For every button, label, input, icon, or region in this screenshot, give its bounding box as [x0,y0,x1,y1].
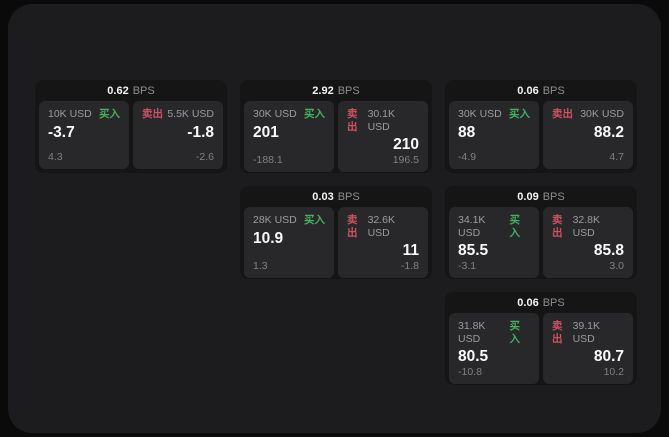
sell-price: 210 [393,136,419,154]
buy-delta: 1.3 [253,260,268,272]
sell-price: 80.7 [593,348,624,366]
card-header: 0.06 BPS [445,80,637,101]
sell-amount: 32.6K USD [367,214,396,239]
sell-amount: 30.1K USD [367,108,396,133]
sell-tag: 卖出 [347,108,358,133]
bps-spread-value: 0.06 [517,84,539,97]
sell-quote-panel[interactable]: 卖出 5.5K USD -1.8 -2.6 [133,101,223,169]
buy-amount: 31.8K USD [458,320,486,345]
card-header: 0.09 BPS [445,186,637,207]
sell-amount: 39.1K USD [572,320,601,345]
quotes-panel: 0.62 BPS 10K USD 买入 -3.7 4.3 卖出 5.5K USD [8,4,661,433]
sell-tag: 卖出 [347,214,358,239]
sell-amount: 32.8K USD [572,214,601,239]
buy-quote-panel[interactable]: 34.1K USD 买入 85.5 -3.1 [449,207,539,278]
quote-card-4: 0.03 BPS 28K USD 买入 10.9 1.3 卖出 32.6K US… [240,186,432,279]
buy-tag: 买入 [509,214,520,239]
quote-card-2: 2.92 BPS 30K USD 买入 201 -188.1 卖出 30.1K … [240,80,432,173]
buy-delta: -4.9 [458,151,477,163]
buy-price: 201 [253,123,279,141]
sell-delta: -2.6 [195,151,214,163]
sell-tag: 卖出 [552,108,573,120]
sell-price: -1.8 [187,123,214,141]
bps-spread-value: 0.06 [517,296,539,309]
quote-card-3: 0.06 BPS 30K USD 买入 88 -4.9 卖出 30K USD [445,80,637,173]
buy-amount: 30K USD [458,108,502,120]
buy-price: 88 [458,123,476,141]
quote-cards-grid: 0.62 BPS 10K USD 买入 -3.7 4.3 卖出 5.5K USD [35,80,637,385]
quote-card-5: 0.09 BPS 34.1K USD 买入 85.5 -3.1 卖出 32.8K… [445,186,637,279]
sell-delta: 4.7 [609,151,624,163]
bps-spread-value: 0.09 [517,190,539,203]
buy-price: 80.5 [458,348,489,366]
card-header: 2.92 BPS [240,80,432,101]
sell-tag: 卖出 [142,108,163,120]
buy-price: 85.5 [458,242,489,260]
card-header: 0.62 BPS [35,80,227,101]
bps-spread-value: 2.92 [312,84,334,97]
card-header: 0.03 BPS [240,186,432,207]
buy-amount: 34.1K USD [458,214,486,239]
bps-unit-label: BPS [542,296,565,309]
bps-unit-label: BPS [337,190,360,203]
sell-delta: 196.5 [392,154,419,166]
bps-spread-value: 0.62 [107,84,129,97]
sell-delta: 3.0 [609,260,624,272]
sell-price: 88.2 [593,123,624,141]
sell-price: 85.8 [593,242,624,260]
sell-quote-panel[interactable]: 卖出 39.1K USD 80.7 10.2 [543,313,633,384]
buy-tag: 买入 [509,320,520,345]
sell-tag: 卖出 [552,320,563,345]
card-header: 0.06 BPS [445,292,637,313]
buy-delta: -188.1 [253,154,283,166]
bps-unit-label: BPS [542,84,565,97]
buy-delta: -3.1 [458,260,477,272]
sell-amount: 5.5K USD [167,108,214,120]
sell-quote-panel[interactable]: 卖出 30K USD 88.2 4.7 [543,101,633,169]
buy-tag: 买入 [304,214,325,226]
buy-tag: 买入 [509,108,530,120]
buy-delta: 4.3 [48,151,63,163]
buy-quote-panel[interactable]: 31.8K USD 买入 80.5 -10.8 [449,313,539,384]
sell-quote-panel[interactable]: 卖出 30.1K USD 210 196.5 [338,101,428,172]
sell-tag: 卖出 [552,214,563,239]
buy-amount: 10K USD [48,108,92,120]
buy-quote-panel[interactable]: 30K USD 买入 201 -188.1 [244,101,334,172]
buy-price: -3.7 [48,123,75,141]
buy-price: 10.9 [253,229,284,247]
sell-delta: 10.2 [603,366,624,378]
sell-quote-panel[interactable]: 卖出 32.6K USD 11 -1.8 [338,207,428,278]
sell-delta: -1.8 [400,260,419,272]
sell-amount: 30K USD [580,108,624,120]
buy-delta: -10.8 [458,366,482,378]
buy-tag: 买入 [99,108,120,120]
buy-amount: 28K USD [253,214,297,226]
bps-unit-label: BPS [337,84,360,97]
bps-unit-label: BPS [132,84,155,97]
buy-tag: 买入 [304,108,325,120]
buy-quote-panel[interactable]: 10K USD 买入 -3.7 4.3 [39,101,129,169]
bps-unit-label: BPS [542,190,565,203]
quote-card-6: 0.06 BPS 31.8K USD 买入 80.5 -10.8 卖出 39.1… [445,292,637,385]
buy-quote-panel[interactable]: 28K USD 买入 10.9 1.3 [244,207,334,278]
bps-spread-value: 0.03 [312,190,334,203]
sell-price: 11 [402,242,419,260]
buy-amount: 30K USD [253,108,297,120]
sell-quote-panel[interactable]: 卖出 32.8K USD 85.8 3.0 [543,207,633,278]
buy-quote-panel[interactable]: 30K USD 买入 88 -4.9 [449,101,539,169]
quote-card-1: 0.62 BPS 10K USD 买入 -3.7 4.3 卖出 5.5K USD [35,80,227,173]
